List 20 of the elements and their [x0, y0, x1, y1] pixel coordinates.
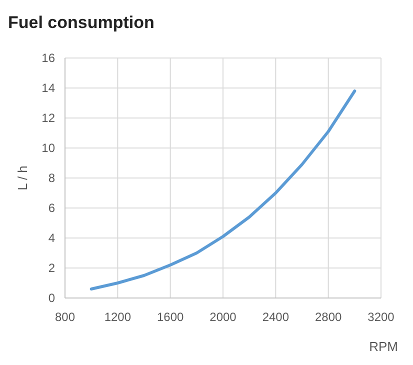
- chart-title: Fuel consumption: [8, 13, 154, 32]
- y-tick-label: 10: [42, 141, 56, 155]
- y-tick-label: 4: [48, 231, 56, 245]
- x-tick-label: 2000: [210, 310, 237, 324]
- y-tick-label: 0: [48, 291, 56, 305]
- x-tick-label: 2400: [262, 310, 290, 324]
- y-tick-label: 16: [42, 51, 56, 65]
- line-series: [90, 90, 356, 290]
- y-tick-label: 14: [42, 81, 56, 95]
- x-tick-label: 800: [54, 310, 76, 324]
- x-tick-label: 2800: [314, 310, 342, 324]
- y-tick-label: 8: [48, 171, 56, 185]
- x-tick-label: 1200: [104, 310, 132, 324]
- x-tick-label: 1600: [156, 310, 184, 324]
- y-tick-label: 6: [48, 201, 56, 215]
- x-tick-label: 3200: [368, 310, 395, 324]
- x-axis-title: RPM: [369, 339, 398, 354]
- y-tick-label: 2: [48, 261, 56, 275]
- y-tick-label: 12: [42, 111, 56, 125]
- y-axis-title: L / h: [15, 166, 30, 190]
